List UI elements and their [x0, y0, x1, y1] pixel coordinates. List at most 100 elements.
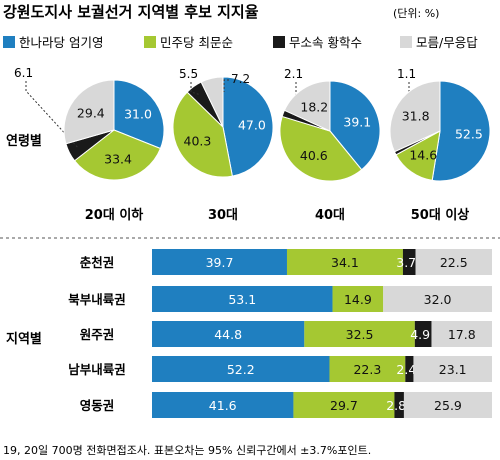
pie-2: 47.0 40.3 5.5 7.2 30대: [172, 67, 274, 223]
pie-slice: [73, 129, 162, 181]
bar-data-label: 44.8: [214, 327, 242, 342]
age-group-label: 연령별: [6, 133, 42, 149]
bar-row: 북부내륙권 53.1 14.9 32.0: [68, 286, 492, 312]
pie-slice: [200, 76, 224, 128]
pie-slice: [172, 91, 233, 178]
legend-label-saenuri: 한나라당 엄기영: [19, 35, 103, 50]
pie-category-label: 30대: [208, 208, 238, 223]
pie-data-label: 31.8: [402, 108, 430, 123]
legend-swatch-undecided: [400, 36, 412, 48]
pie-data-label: 33.4: [104, 152, 132, 167]
bar-data-label: 34.1: [331, 255, 359, 270]
bar-segment: [332, 286, 384, 312]
pie-4: 52.5 14.6 1.1 31.8 50대 이상: [389, 67, 491, 223]
unit-label: (단위: %): [393, 7, 439, 20]
pie-category-label: 50대 이상: [411, 207, 470, 223]
legend-label-independent: 무소속 황학수: [289, 35, 362, 50]
legend-swatch-saenuri: [3, 36, 15, 48]
pie-slice: [389, 80, 441, 153]
bar-category-label: 춘천권: [80, 255, 115, 270]
bar-segment: [394, 392, 404, 418]
bar-segment: [403, 392, 492, 418]
bar-data-label: 2.8: [386, 398, 406, 413]
pie-data-label: 52.5: [455, 126, 483, 141]
bar-data-label: 17.8: [448, 327, 476, 342]
pie-data-label: 7.2: [231, 72, 250, 86]
bar-category-label: 원주권: [80, 327, 115, 342]
pie-ext-label: 1.1: [397, 67, 416, 81]
pie-data-label: 14.6: [409, 148, 437, 163]
bar-segment: [152, 286, 333, 312]
pie-category-label: 40대: [315, 208, 345, 223]
age-pie-charts: 31.0 33.4 6.1 29.4 20대 이하 47.0 40.3 5.5 7.2 30대 39…: [14, 66, 491, 223]
pie-leader-line: [190, 82, 200, 96]
bar-data-label: 22.5: [440, 255, 468, 270]
bar-segment: [152, 321, 305, 347]
pie-leader-line: [25, 81, 79, 149]
pie-data-label: 40.6: [300, 148, 328, 163]
pie-slice: [279, 115, 363, 182]
pie-leader-line: [223, 79, 229, 92]
pie-slice: [431, 80, 491, 182]
legend-label-undecided: 모름/무응답: [416, 35, 478, 50]
bar-segment: [152, 392, 294, 418]
pie-ext-label: 2.1: [284, 67, 303, 81]
bar-segment: [402, 249, 416, 275]
bar-segment: [329, 356, 406, 382]
legend-label-democratic: 민주당 최문순: [160, 35, 233, 50]
pie-slice: [329, 80, 381, 171]
pie-slice: [222, 76, 274, 177]
pie-data-label: 47.0: [238, 117, 266, 132]
bar-segment: [304, 321, 415, 347]
pie-category-label: 20대 이하: [85, 207, 144, 223]
pie-1: 31.0 33.4 6.1 29.4 20대 이하: [14, 66, 165, 223]
bar-data-label: 4.9: [410, 327, 430, 342]
bar-segment: [286, 249, 403, 275]
bar-data-label: 2.4: [396, 362, 416, 377]
region-stacked-bars: 춘천권 39.7 34.1 3.7 22.5 북부내륙권 53.1 14.9 32.0 원주권 44…: [68, 249, 492, 418]
legend: 한나라당 엄기영 민주당 최문순 무소속 황학수 모름/무응답: [3, 35, 478, 50]
bar-row: 춘천권 39.7 34.1 3.7 22.5: [80, 249, 492, 275]
bar-data-label: 25.9: [434, 398, 462, 413]
bar-segment: [293, 392, 395, 418]
bar-data-label: 29.7: [330, 398, 358, 413]
bar-data-label: 52.2: [227, 362, 255, 377]
pie-slice: [63, 79, 115, 145]
bar-row: 영동권 41.6 29.7 2.8 25.9: [80, 392, 492, 418]
bar-data-label: 41.6: [209, 398, 237, 413]
legend-swatch-independent: [273, 36, 285, 48]
bar-segment: [413, 356, 492, 382]
bar-data-label: 32.0: [424, 292, 452, 307]
pie-data-label: 18.2: [300, 100, 328, 115]
pie-ext-label: 5.5: [179, 67, 198, 81]
bar-segment: [383, 286, 492, 312]
bar-segment: [415, 249, 492, 275]
bar-data-label: 3.7: [396, 255, 416, 270]
bar-category-label: 남부내륙권: [68, 362, 126, 377]
bar-segment: [414, 321, 432, 347]
pie-3: 39.1 40.6 2.1 18.2 40대: [279, 67, 381, 223]
bar-data-label: 39.7: [206, 255, 234, 270]
bar-segment: [152, 356, 330, 382]
bar-row: 남부내륙권 52.2 22.3 2.4 23.1: [68, 356, 492, 382]
bar-segment: [431, 321, 492, 347]
pie-data-label: 29.4: [77, 106, 105, 121]
bar-data-label: 22.3: [353, 362, 381, 377]
bar-category-label: 영동권: [80, 398, 115, 413]
region-group-label: 지역별: [6, 331, 42, 347]
pie-data-label: 31.0: [124, 107, 152, 122]
bar-category-label: 북부내륙권: [68, 292, 126, 307]
chart-title: 강원도지사 보궐선거 지역별 후보 지지율: [3, 3, 259, 21]
footnote: 19, 20일 700명 전화면접조사. 표본오차는 95% 신뢰구간에서 ±3…: [3, 443, 371, 457]
pie-data-label: 40.3: [184, 134, 212, 149]
pie-slice: [113, 79, 165, 150]
bar-row: 원주권 44.8 32.5 4.9 17.8: [80, 321, 492, 347]
bar-segment: [405, 356, 414, 382]
pie-leader-line: [292, 82, 297, 117]
bar-data-label: 53.1: [228, 292, 256, 307]
bar-segment: [152, 249, 287, 275]
pie-slice: [283, 80, 331, 132]
legend-swatch-democratic: [144, 36, 156, 48]
pie-data-label: 39.1: [343, 114, 371, 129]
